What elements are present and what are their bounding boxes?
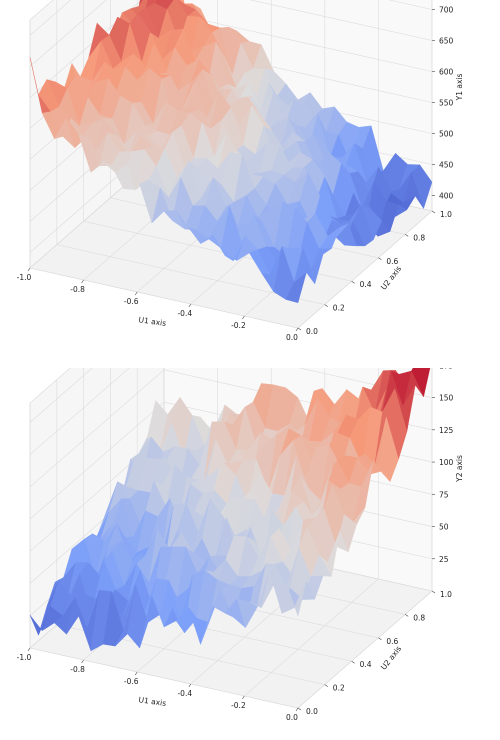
y2-z-tick-label: 125 [439,426,454,435]
y2-y-tick-label: 0.0 [306,707,318,716]
y2-z-tick-label: 100 [439,458,454,467]
y1-x-tick-mark [242,315,245,320]
y2-z-tick-label: 50 [439,523,449,532]
y2-y-tick-mark [378,637,382,641]
y1-z-axis-label: Y1 axis [455,74,464,102]
y2-surface [29,355,433,652]
y1-x-tick-mark [188,303,192,308]
y2-y-tick-label: 1.0 [440,590,452,599]
y2-y-tick-mark [351,660,355,664]
y1-z-tick-label: 700 [439,6,454,15]
y2-y-axis-label: U2 axis [379,644,403,671]
y2-y-tick-mark [405,614,409,617]
y1-y-tick-mark [324,304,328,307]
y1-x-tick-mark [134,291,138,296]
y1-z-tick-label: 500 [439,130,454,139]
y2-x-tick-mark [242,695,245,700]
y2-x-tick-mark [81,659,84,664]
y1-y-tick-label: 0.6 [386,257,398,266]
y2-y-tick-label: 0.2 [333,684,345,693]
y2-z-tick-label: 175 [439,368,454,370]
chart-y2-svg: -1.0 -0.8 -0.6 -0.4 -0.2 0.0 0.0 0.2 0.4 0.6 0.8 1.… [17,285,464,722]
y2-z-axis-label: Y2 axis [455,455,464,483]
y1-y-tick-mark [351,280,355,284]
y1-y-tick-mark [297,327,302,331]
y2-surface-facet [285,581,307,617]
y1-z-tick-label: 600 [439,68,454,77]
y2-x-tick-mark [134,671,138,676]
y1-x-axis-label: U1 axis [138,315,167,328]
y2-x-tick-label: 0.0 [286,713,298,722]
y1-x-tick-label: -0.6 [124,297,139,306]
y1-y-tick-mark [431,210,436,214]
surface-plot-y2: -1.0 -0.8 -0.6 -0.4 -0.2 0.0 0.0 0.2 0.4 0.6 0.8 1.… [0,285,500,736]
y2-x-tick-label: -1.0 [17,653,32,662]
y1-z-tick-label: 450 [439,161,454,170]
y2-z-tick-label: 25 [439,555,449,564]
y2-z-tick-label: 75 [439,490,449,499]
y2-y-tick-mark [297,707,302,711]
y2-ticks: -1.0 -0.8 -0.6 -0.4 -0.2 0.0 0.0 0.2 0.4 0.6 0.8 1.… [17,361,464,722]
y1-y-tick-mark [405,234,409,237]
y1-surface [29,0,433,304]
y1-z-tick-label: 400 [439,192,454,201]
y1-x-tick-label: -0.8 [70,285,85,294]
y2-x-tick-label: -0.2 [231,701,246,710]
y2-x-tick-mark [295,707,299,712]
surface-plot-y1: -1.0 -0.8 -0.6 -0.4 -0.2 0.0 0.0 0.2 0.4 0.6 0.8 1.… [0,0,500,368]
y1-x-tick-label: -0.2 [231,321,246,330]
y2-x-tick-label: -0.8 [70,665,85,674]
chart-y1-svg: -1.0 -0.8 -0.6 -0.4 -0.2 0.0 0.0 0.2 0.4 0.6 0.8 1.… [17,0,464,342]
y1-y-tick-label: 0.8 [413,233,425,242]
y2-z-tick-label: 150 [439,394,454,403]
y1-y-tick-mark [378,257,382,261]
y2-y-tick-label: 0.4 [360,660,372,669]
y2-x-tick-mark [27,647,31,652]
y2-x-tick-label: -0.6 [124,677,139,686]
y1-x-tick-label: 0.0 [286,333,298,342]
y2-y-tick-mark [431,590,436,594]
y2-y-tick-label: 0.8 [413,613,425,622]
y1-y-axis-label: U2 axis [379,264,403,291]
y1-z-tick-label: 650 [439,37,454,46]
y2-x-tick-mark [188,683,192,688]
y1-x-tick-mark [81,279,84,284]
y1-z-tick-label: 550 [439,99,454,108]
y1-y-tick-label: 1.0 [440,210,452,219]
y1-x-tick-label: -0.4 [177,309,192,318]
y1-surface-facet [285,271,307,304]
y1-x-tick-label: -1.0 [17,273,32,282]
y1-y-tick-label: 0.4 [360,280,372,289]
y2-y-tick-label: 0.6 [386,637,398,646]
y1-y-tick-label: 0.0 [306,327,318,336]
y2-x-axis-label: U1 axis [138,695,167,708]
y1-x-tick-mark [295,327,299,332]
y1-y-tick-label: 0.2 [333,304,345,313]
y2-y-tick-mark [324,684,328,687]
y2-x-tick-label: -0.4 [177,689,192,698]
y1-x-tick-mark [27,267,31,272]
